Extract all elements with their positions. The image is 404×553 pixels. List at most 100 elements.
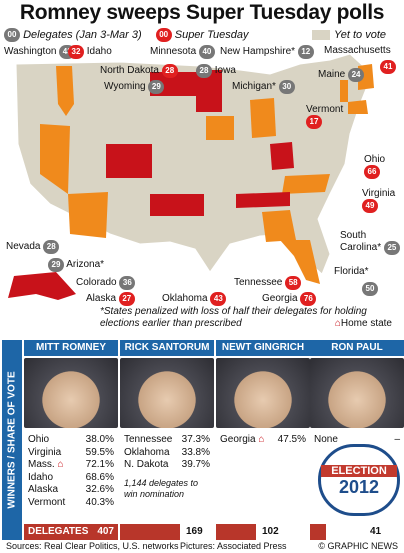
results-list: None – (310, 428, 404, 447)
candidate-romney: MITT ROMNEY Ohio 38.0% Virginia 59.5% Mass… (24, 340, 118, 540)
home-state-key: ⌂Home state (335, 318, 392, 330)
bubble-florida: 50 (362, 282, 378, 296)
label-north-dakota: North Dakota 28 (100, 64, 178, 78)
penalty-note: *States penalized with loss of half thei… (100, 306, 400, 330)
delegate-total: 102 (216, 524, 279, 540)
delegates-bubble-icon: 00 (4, 28, 20, 42)
label-minnesota: Minnesota 40 (150, 45, 215, 59)
delegates-bubble-icon: 27 (118, 292, 135, 306)
yet-swatch-icon (312, 30, 331, 40)
legend-delegates: 00 Delegates (Jan 3-Mar 3) (4, 28, 142, 42)
delegates-bubble-icon: 28 (161, 64, 178, 78)
result-row: Mass. ⌂ 72.1% (28, 459, 114, 470)
candidate-paul: RON PAUL None – 41 (310, 340, 404, 540)
result-row: Tennessee 37.3% (124, 434, 210, 445)
label-arizona: 29 Arizona* (48, 258, 104, 272)
delegates-bubble-icon: 29 (48, 258, 64, 272)
home-icon: ⌂ (57, 459, 64, 470)
page-title: Romney sweeps Super Tuesday polls (19, 1, 385, 24)
legend-super-label: Super Tuesday (174, 29, 249, 41)
legend-super: 00 Super Tuesday (155, 28, 249, 42)
bubble-massachusetts: 41 (380, 60, 396, 74)
state-georgia (262, 210, 296, 242)
candidate-name: RICK SANTORUM (120, 340, 214, 356)
delegates-bubble-icon: 29 (148, 80, 165, 94)
label-vermont: Vermont 17 (306, 104, 343, 129)
state-alaska (8, 272, 76, 300)
delegates-bubble-icon: 76 (300, 292, 317, 306)
delegates-bubble-icon: 41 (380, 60, 396, 74)
results-list: Ohio 38.0% Virginia 59.5% Mass. ⌂ 72.1% Ida… (24, 428, 118, 509)
candidate-photo (310, 358, 404, 428)
delegates-bubble-icon: 40 (198, 45, 215, 59)
label-colorado: Colorado 36 (76, 276, 136, 290)
state-iowa (206, 116, 234, 140)
state-tennessee (236, 192, 290, 208)
legend-yet: Yet to vote (312, 29, 386, 41)
delegates-bubble-icon: 28 (43, 240, 60, 254)
result-row: None – (314, 434, 400, 445)
label-nevada: Nevada 28 (6, 240, 60, 254)
state-wyoming (100, 94, 150, 130)
state-massachusetts (348, 100, 368, 114)
state-florida (280, 240, 320, 284)
label-maine: Maine 24 (318, 68, 365, 82)
state-idaho (56, 66, 74, 116)
label-iowa: 28 Iowa (196, 64, 236, 78)
penalty-note-text: *States penalized with loss of half thei… (100, 306, 367, 329)
label-oklahoma: Oklahoma 43 (162, 292, 227, 306)
candidate-name: NEWT GINGRICH (216, 340, 310, 356)
label-idaho: 32 Idaho (68, 45, 112, 59)
candidate-santorum: RICK SANTORUM Tennessee 37.3% Oklahoma 33.… (120, 340, 214, 540)
election-2012-badge: ELECTION 2012 (318, 444, 400, 516)
home-icon: ⌂ (334, 318, 341, 329)
nomination-note: 1,144 delegates to win nomination (124, 477, 199, 499)
delegate-total: 41 (310, 524, 381, 540)
delegates-bubble-icon: 36 (119, 276, 136, 290)
state-nevada (40, 124, 70, 194)
home-state-label: Home state (340, 318, 392, 329)
side-label: WINNERS / SHARE OF VOTE (2, 340, 22, 540)
state-arizona (68, 192, 108, 238)
delegates-bubble-icon: 24 (348, 68, 365, 82)
result-row: N. Dakota 39.7% (124, 459, 210, 470)
delegates-bubble-icon: 17 (306, 115, 322, 129)
label-washington: Washington 43 (4, 45, 76, 59)
candidate-gingrich: NEWT GINGRICH Georgia ⌂ 47.5% 102 (216, 340, 310, 540)
label-michigan: Michigan* 30 (232, 80, 295, 94)
badge-line2: 2012 (338, 477, 380, 497)
result-row: Oklahoma 33.8% (124, 446, 210, 458)
state-vermont (340, 80, 348, 102)
result-row: Vermont 40.3% (28, 496, 114, 508)
legend-delegates-label: Delegates (Jan 3-Mar 3) (23, 29, 142, 41)
candidate-photo (216, 358, 310, 428)
results-list: Tennessee 37.3% Oklahoma 33.8% N. Dakota 39… (120, 428, 214, 472)
candidate-name: RON PAUL (310, 340, 404, 356)
state-michigan (250, 98, 276, 138)
label-alaska: Alaska 27 (86, 292, 135, 306)
badge-line1: ELECTION (321, 465, 397, 477)
sources: Sources: Real Clear Politics, U.S. netwo… (6, 541, 179, 551)
candidate-photo (120, 358, 214, 428)
label-ohio: Ohio 66 (364, 154, 385, 179)
delegates-bubble-icon: 50 (362, 282, 378, 296)
state-ohio (270, 142, 294, 170)
result-row: Alaska 32.6% (28, 484, 114, 495)
result-row: Georgia ⌂ 47.5% (220, 434, 306, 445)
side-label-text: WINNERS / SHARE OF VOTE (6, 371, 18, 509)
label-south-carolina: South Carolina* 25 (340, 230, 402, 255)
us-map (8, 53, 374, 300)
label-florida: Florida* (334, 266, 369, 277)
state-colorado (106, 144, 152, 178)
delegates-bubble-icon: 43 (210, 292, 227, 306)
super-bubble-icon: 00 (155, 28, 172, 42)
delegate-total: 169 (120, 524, 203, 540)
label-wyoming: Wyoming 29 (104, 80, 165, 94)
label-virginia: Virginia 49 (362, 188, 395, 213)
delegates-bubble-icon: 30 (278, 80, 295, 94)
legend: 00 Delegates (Jan 3-Mar 3) 00 Super Tues… (4, 27, 400, 43)
delegates-bubble-icon: 12 (297, 45, 314, 59)
delegates-bubble-icon: 49 (362, 199, 378, 213)
results-list: Georgia ⌂ 47.5% (216, 428, 310, 447)
pictures-credit: Pictures: Associated Press (180, 541, 287, 551)
